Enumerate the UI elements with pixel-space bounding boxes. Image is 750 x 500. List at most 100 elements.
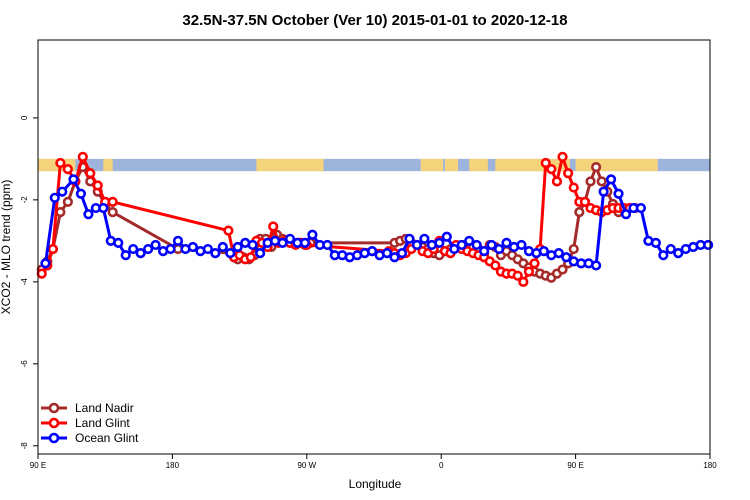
plot-area [36,151,714,287]
data-point [307,229,318,240]
data-point [434,237,445,249]
data-point [255,248,266,259]
data-point [574,207,585,218]
y-tick-label: -8 [20,442,29,450]
data-point [77,151,88,162]
land-segment [256,158,324,172]
data-point [150,239,161,251]
data-point [579,196,591,208]
data-point [49,192,60,203]
data-point [55,157,66,169]
legend-label: Ocean Glint [75,431,139,445]
data-point [563,168,574,179]
data-point [411,239,423,251]
data-point [419,233,430,244]
data-point [665,243,676,255]
data-point [516,239,527,251]
data-point [557,264,568,275]
series-0 [36,161,641,283]
data-point [107,207,118,218]
data-point [210,248,221,259]
data-point [591,161,602,173]
data-point [165,243,176,255]
data-point [490,260,501,271]
y-axis-label: XCO2 - MLO trend (ppm) [0,180,13,315]
data-point [389,252,400,263]
data-point [62,196,73,208]
land-segment [444,158,458,172]
data-point [143,243,154,255]
data-point [518,276,529,287]
data-point [225,248,236,259]
data-point [232,241,243,253]
x-tick-label: 180 [703,461,717,470]
data-point [299,237,311,249]
plot-frame [37,39,711,455]
land-segment [575,158,658,172]
data-point [703,239,714,251]
legend-marker [48,432,60,444]
data-point [135,248,146,259]
x-tick-label: 180 [166,461,180,470]
y-tick-label: -2 [20,196,29,204]
data-point [546,164,557,175]
data-point [202,243,213,255]
data-point [598,186,609,197]
data-point [120,250,131,261]
y-axis: 0 -2 -4 -6 -8 [20,115,38,449]
data-point [501,237,512,249]
series-2 [40,174,714,271]
data-point [561,252,572,263]
data-point [540,157,551,169]
land-ocean-strip [38,158,710,172]
data-point [223,225,234,236]
data-point [245,252,256,263]
data-point [596,176,607,187]
data-point [635,202,647,214]
data-point [404,233,415,244]
legend-label: Land Nadir [75,401,134,415]
y-tick-label: -4 [20,278,29,286]
data-point [605,174,617,185]
x-tick-label: 0 [439,461,444,470]
data-point [57,186,68,197]
x-tick-label: 90 W [297,461,316,470]
data-point [512,270,523,281]
data-point [568,243,579,255]
data-point [92,180,103,191]
y-tick-label: 0 [20,115,29,120]
data-point [568,182,579,193]
x-axis-label: Longitude [349,477,402,491]
data-point [658,250,669,261]
data-point [187,241,199,253]
chart-title: 32.5N-37.5N October (Ver 10) 2015-01-01 … [182,12,567,29]
land-segment [420,158,444,172]
data-point [172,235,184,246]
data-point [75,188,87,199]
data-point [247,239,258,251]
data-point [83,209,94,220]
data-point [613,188,624,199]
data-point [40,258,51,269]
legend-marker [48,417,60,429]
legend-marker [48,402,60,414]
data-point [396,248,408,259]
data-point [557,151,568,162]
data-point [322,239,333,251]
data-point [538,245,549,257]
land-segment [103,158,113,172]
data-point [128,243,139,255]
legend-label: Land Glint [75,416,130,430]
data-point [486,239,497,251]
series-line [40,155,630,284]
data-point [62,164,73,175]
land-segment [469,158,488,172]
data-point [268,221,279,232]
data-point [449,243,460,255]
x-tick-label: 90 E [567,461,583,470]
data-point [585,176,596,187]
data-point [68,174,79,185]
data-point [464,235,475,246]
